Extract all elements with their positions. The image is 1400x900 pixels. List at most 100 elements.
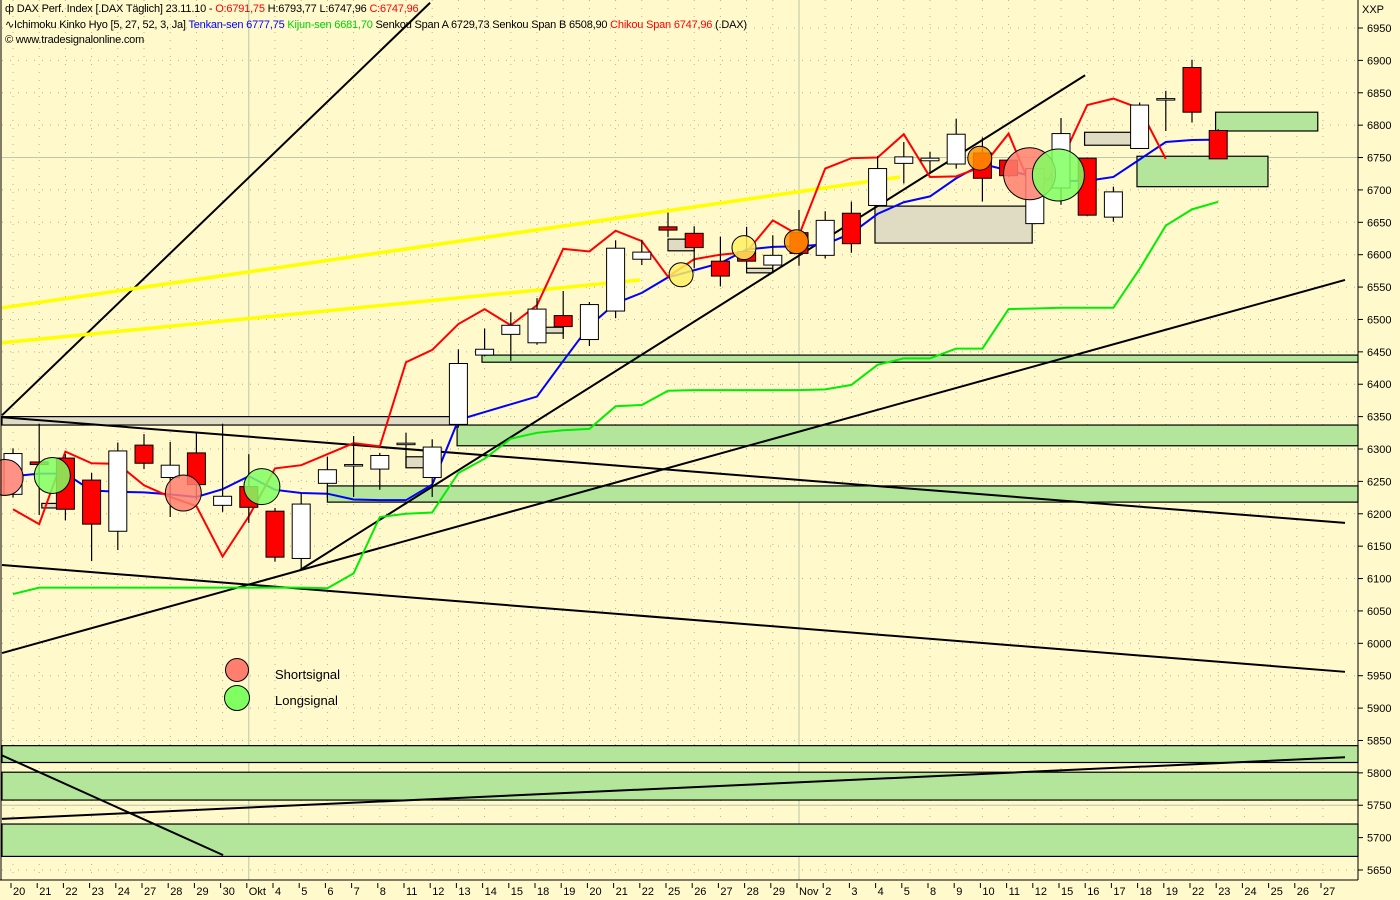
x-tick-label: 26 [694,886,706,898]
candle-up [606,247,626,312]
x-tick-label: 8 [930,886,936,898]
x-tick-label: 23 [92,886,104,898]
y-tick-label: 6550 [1367,282,1391,294]
green-zone [1,823,1359,858]
short-signal-icon [0,459,24,496]
x-tick-label: 25 [1271,886,1283,898]
y-tick-label: 5700 [1367,833,1391,845]
legend-long-signal-icon [224,685,250,711]
x-tick-label: 20 [589,886,601,898]
x-tick-label: 22 [1192,886,1204,898]
x-tick-label: 25 [668,886,680,898]
candle-up [1130,104,1150,149]
symbol-line: ф DAX Perf. Index [.DAX Täglich] 23.11.1… [5,3,419,15]
trendline [1,756,1346,820]
copyright-text: www.tradesignalonline.com [15,34,145,46]
kijun-value: Kijun-sen 6681,70 [284,19,373,31]
chikou-value: Chikou Span 6747,96 [610,19,713,31]
y-tick-label: 6000 [1367,638,1391,650]
x-tick-label: 17 [1113,886,1125,898]
x-axis[interactable]: 20 21 22 23 24 27 28 29 30 Okt 4 5 6 7 8 11 12 13 14 15 18 19… [10,883,1335,898]
y-tick-label: 6100 [1367,574,1391,586]
y-tick-label: 6600 [1367,250,1391,262]
candle-down [134,444,154,464]
candle-up [317,469,337,484]
x-tick-label: 26 [1297,886,1309,898]
candle-down [1182,67,1202,113]
trendline [1,563,1346,673]
candle-icon: ф [5,3,17,15]
candle-up [160,464,180,479]
candle-up [946,133,966,165]
x-tick-label: 29 [773,886,785,898]
y-tick-label: 6400 [1367,379,1391,391]
x-tick-label: 28 [747,886,759,898]
x-tick-label: 27 [144,886,156,898]
candle-up [894,156,914,164]
axis-corner-label: XXP [1362,4,1384,16]
x-tick-label: 6 [327,886,333,898]
long-signal-icon [33,457,71,495]
x-tick-label: 23 [1218,886,1230,898]
copyright-line: © www.tradesignalonline.com [5,34,144,46]
x-tick-label: 22 [65,886,77,898]
indicator-line: ∿Ichimoku Kinko Hyo [5, 27, 52, 3, Ja] T… [5,18,747,31]
y-tick-label: 6750 [1367,153,1391,165]
candle-down [841,212,861,245]
x-tick-label: 10 [982,886,994,898]
y-tick-label: 5900 [1367,703,1391,715]
x-tick-label: 18 [1140,886,1152,898]
green-zone [1136,155,1269,188]
candle-up [1156,98,1176,101]
long-signal-icon [1031,148,1085,202]
senkou-values: Senkou Span A 6729,73 Senkou Span B 6508… [372,19,611,31]
x-tick-label: 15 [1061,886,1073,898]
candle-up [632,251,652,260]
copyright-icon: © [5,34,16,46]
trendline [1,2,431,417]
x-tick-label: 28 [170,886,182,898]
candle-up [868,168,888,206]
orange-signal-icon [783,229,809,255]
candle-up [291,503,311,559]
y-tick-label: 6700 [1367,185,1391,197]
candle-up [213,495,233,506]
trendline [1,416,1346,524]
x-tick-label: 24 [1244,886,1256,898]
yellow-trendline [1,175,901,310]
x-tick-label: 30 [223,886,235,898]
candle-up [370,454,390,470]
y-tick-label: 6300 [1367,444,1391,456]
trendline [1,278,1346,654]
signal-circles [0,145,1085,512]
orange-signal-icon [967,145,993,171]
x-tick-label: 21 [39,886,51,898]
y-tick-label: 6050 [1367,606,1391,618]
green-zone [1214,111,1319,132]
x-tick-label: 19 [1166,886,1178,898]
legend-short-signal-icon [225,658,249,682]
x-tick-label: 21 [616,886,628,898]
y-tick-label: 6200 [1367,509,1391,521]
high-low-values: H:6793,77 L:6747,96 [264,3,370,15]
candle-up [527,308,547,344]
x-tick-label: 9 [956,886,962,898]
candle-down [710,260,730,277]
open-value: O:6791,75 [215,3,265,15]
green-zone [1,771,1359,801]
x-tick-label: 27 [1323,886,1335,898]
x-tick-label: 7 [354,886,360,898]
tenkan-value: Tenkan-sen 6777,75 [188,19,285,31]
candle-up [422,446,442,479]
candle-down [265,510,285,558]
y-tick-label: 6650 [1367,217,1391,229]
y-tick-label: 6900 [1367,55,1391,67]
x-tick-label: Nov [799,886,819,898]
yellow-trendline [1,278,641,345]
indicator-name: Ichimoku Kinko Hyo [5, 27, 52, 3, Ja] [14,19,189,31]
candle-up [920,157,940,162]
gray-zone [745,267,774,274]
y-tick-label: 6250 [1367,476,1391,488]
y-axis[interactable]: 6950 6900 6850 6800 6750 6700 6650 6600 6550 6500… [1358,23,1391,877]
